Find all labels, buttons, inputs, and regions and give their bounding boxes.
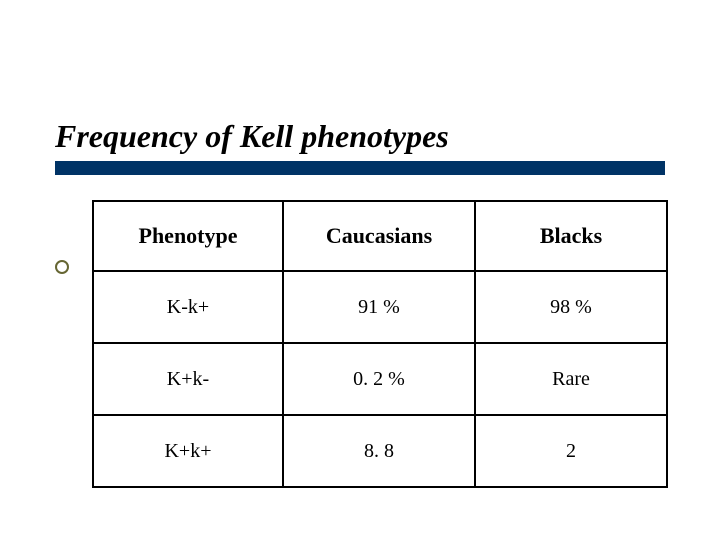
table-cell: 8. 8 (283, 415, 475, 487)
table-cell: 0. 2 % (283, 343, 475, 415)
col-header-caucasians: Caucasians (283, 201, 475, 271)
title-underline (55, 161, 665, 175)
col-header-phenotype: Phenotype (93, 201, 283, 271)
table-row: K+k+ 8. 8 2 (93, 415, 667, 487)
col-header-blacks: Blacks (475, 201, 667, 271)
table-cell: K-k+ (93, 271, 283, 343)
table-cell: 91 % (283, 271, 475, 343)
table-cell: K+k+ (93, 415, 283, 487)
title-block: Frequency of Kell phenotypes (55, 118, 680, 175)
table-cell: 2 (475, 415, 667, 487)
table-cell: K+k- (93, 343, 283, 415)
page-title: Frequency of Kell phenotypes (55, 118, 680, 155)
table-cell: Rare (475, 343, 667, 415)
table-header-row: Phenotype Caucasians Blacks (93, 201, 667, 271)
bullet-decoration (55, 260, 69, 274)
table-cell: 98 % (475, 271, 667, 343)
table-row: K-k+ 91 % 98 % (93, 271, 667, 343)
table-row: K+k- 0. 2 % Rare (93, 343, 667, 415)
phenotype-table: Phenotype Caucasians Blacks K-k+ 91 % 98… (92, 200, 668, 488)
